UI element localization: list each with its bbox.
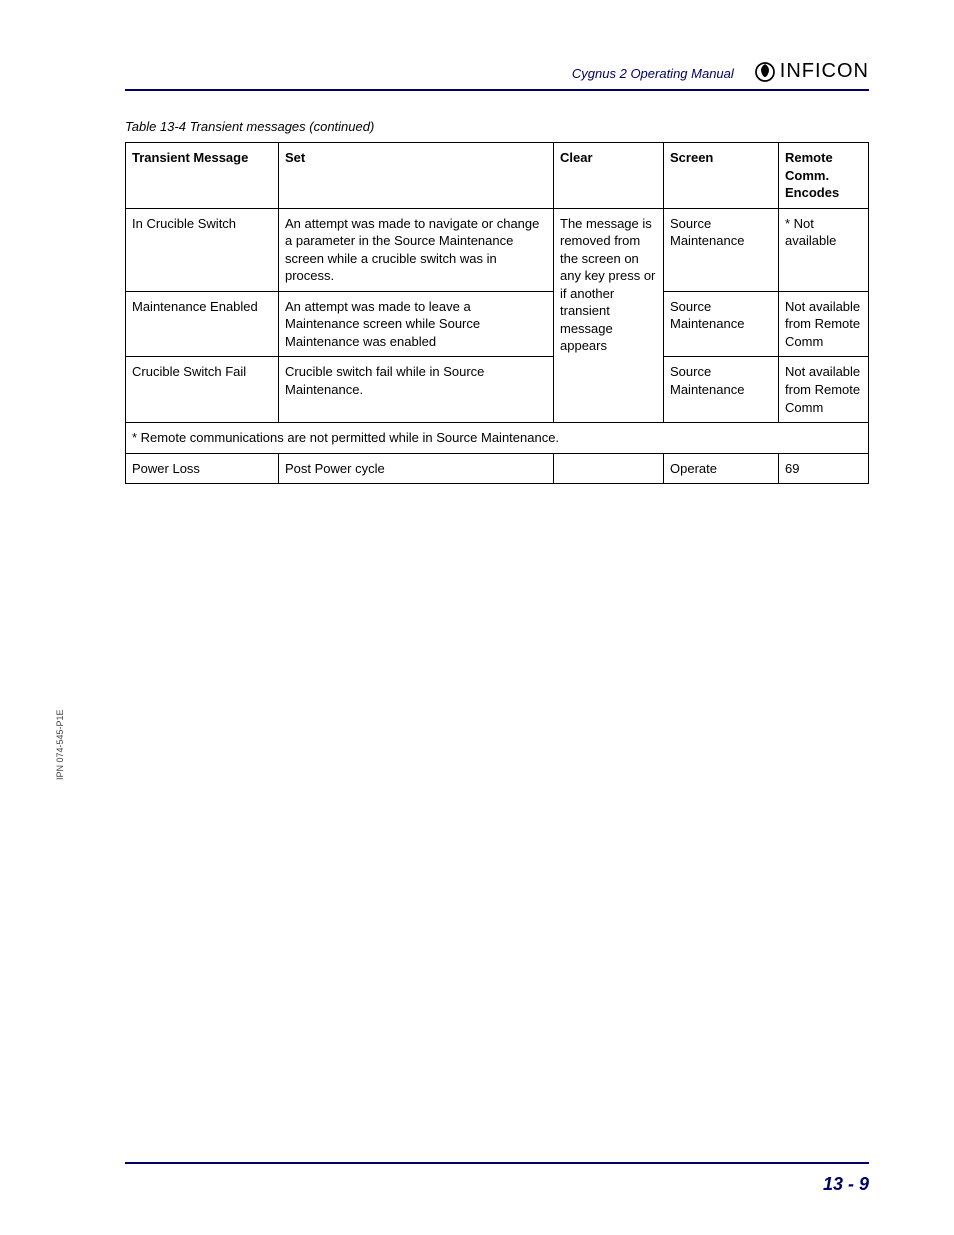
col-header-set: Set: [279, 143, 554, 209]
table-row: In Crucible Switch An attempt was made t…: [126, 208, 869, 291]
cell-set: Crucible switch fail while in Source Mai…: [279, 357, 554, 423]
cell-message: Power Loss: [126, 453, 279, 484]
manual-title: Cygnus 2 Operating Manual: [572, 66, 734, 81]
page-number: 13 - 9: [823, 1174, 869, 1194]
page-footer: 13 - 9: [125, 1162, 869, 1195]
cell-encodes: Not available from Remote Comm: [779, 291, 869, 357]
cell-screen: Source Maintenance: [664, 357, 779, 423]
brand-logo-icon: [754, 61, 776, 83]
transient-messages-table: Transient Message Set Clear Screen Remot…: [125, 142, 869, 484]
cell-screen: Source Maintenance: [664, 291, 779, 357]
cell-set: An attempt was made to navigate or chang…: [279, 208, 554, 291]
cell-screen: Operate: [664, 453, 779, 484]
cell-message: In Crucible Switch: [126, 208, 279, 291]
col-header-message: Transient Message: [126, 143, 279, 209]
table-caption: Table 13-4 Transient messages (continued…: [125, 119, 869, 134]
side-doc-id: IPN 074-545-P1E: [55, 709, 65, 780]
cell-message: Crucible Switch Fail: [126, 357, 279, 423]
page: Cygnus 2 Operating Manual INFICON Table …: [0, 0, 954, 1235]
cell-encodes: 69: [779, 453, 869, 484]
brand-logo-text: INFICON: [780, 60, 869, 83]
cell-encodes: * Not available: [779, 208, 869, 291]
cell-encodes: Not available from Remote Comm: [779, 357, 869, 423]
table-note-row: * Remote communications are not permitte…: [126, 423, 869, 454]
table-row: Crucible Switch Fail Crucible switch fai…: [126, 357, 869, 423]
col-header-screen: Screen: [664, 143, 779, 209]
cell-set: An attempt was made to leave a Maintenan…: [279, 291, 554, 357]
col-header-encodes: Remote Comm. Encodes: [779, 143, 869, 209]
table-header-row: Transient Message Set Clear Screen Remot…: [126, 143, 869, 209]
col-header-clear: Clear: [554, 143, 664, 209]
cell-message: Maintenance Enabled: [126, 291, 279, 357]
brand-logo: INFICON: [754, 60, 869, 83]
cell-clear: [554, 453, 664, 484]
cell-clear-merged: The message is removed from the screen o…: [554, 208, 664, 422]
table-row: Maintenance Enabled An attempt was made …: [126, 291, 869, 357]
cell-note: * Remote communications are not permitte…: [126, 423, 869, 454]
page-header: Cygnus 2 Operating Manual INFICON: [125, 60, 869, 91]
cell-set: Post Power cycle: [279, 453, 554, 484]
table-row: Power Loss Post Power cycle Operate 69: [126, 453, 869, 484]
cell-screen: Source Maintenance: [664, 208, 779, 291]
